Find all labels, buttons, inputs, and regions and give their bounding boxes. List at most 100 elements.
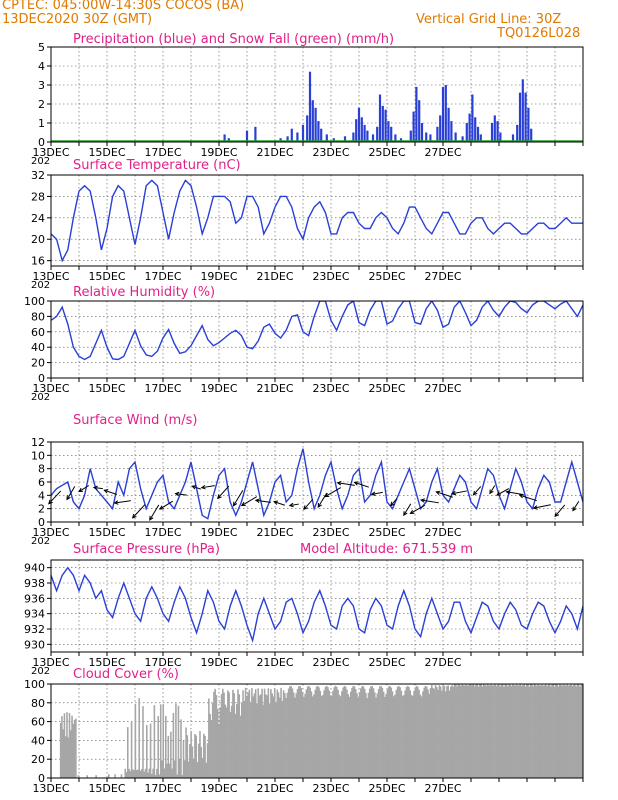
cloud-bar xyxy=(384,696,386,778)
y-tick-label: 40 xyxy=(31,734,45,747)
wind-arrow xyxy=(436,491,453,498)
precip-bar xyxy=(527,107,530,142)
x-tick-label: 25DEC xyxy=(368,382,405,395)
x-tick-label: 17DEC xyxy=(144,782,181,795)
cloud-bar xyxy=(360,688,362,778)
y-tick-label: 2 xyxy=(38,98,45,111)
y-tick-label: 940 xyxy=(24,562,45,575)
precip-bar xyxy=(511,134,515,142)
x-cut-label: 202 xyxy=(31,666,50,677)
cloud-bar xyxy=(517,685,519,778)
x-tick-label: 19DEC xyxy=(200,382,237,395)
cloud-bar xyxy=(527,684,529,778)
cloud-bar xyxy=(437,689,439,778)
cloud-bar xyxy=(513,685,515,778)
cloud-bar xyxy=(405,687,408,778)
cloud-bar xyxy=(223,692,225,778)
x-tick-label: 27DEC xyxy=(424,146,461,159)
cloud-bar xyxy=(68,712,71,778)
precip-bar xyxy=(476,126,480,142)
cloud-bar xyxy=(567,685,570,778)
cloud-bar xyxy=(390,687,393,778)
cloud-bar xyxy=(166,763,168,778)
cloud-bar xyxy=(534,684,537,778)
cloud-bar xyxy=(143,771,146,778)
cloud-bar xyxy=(467,685,470,778)
cloud-bar xyxy=(337,689,339,778)
cloud-bar xyxy=(406,685,409,778)
cloud-bar xyxy=(553,686,556,778)
cloud-bar xyxy=(133,770,135,778)
cloud-bar xyxy=(447,685,450,778)
x-tick-label: 27DEC xyxy=(424,382,461,395)
cloud-bar xyxy=(441,690,443,778)
cloud-bar xyxy=(219,707,222,778)
cloud-bar xyxy=(382,691,385,778)
cloud-bar xyxy=(253,693,256,778)
cloud-bar xyxy=(176,774,178,778)
x-tick-label: 21DEC xyxy=(256,782,293,795)
cloud-bar xyxy=(461,684,463,778)
cloud-bar xyxy=(311,696,314,778)
cloud-bar xyxy=(242,690,244,778)
cloud-bar xyxy=(351,687,353,778)
precip-bar xyxy=(371,134,375,142)
cloud-bar xyxy=(439,686,442,778)
cloud-bar xyxy=(151,773,153,778)
cloud-bar xyxy=(153,705,156,778)
cloud-bar xyxy=(519,684,522,778)
precip-bar xyxy=(286,136,289,142)
x-tick-label: 13DEC xyxy=(32,782,69,795)
panel-title: Surface Wind (m/s) xyxy=(73,413,197,428)
cloud-bar xyxy=(222,688,224,778)
cloud-bar xyxy=(186,735,189,778)
x-tick-label: 25DEC xyxy=(368,656,405,669)
cloud-bar xyxy=(334,685,337,778)
wind-arrow xyxy=(201,485,215,489)
cloud-bar xyxy=(566,684,569,778)
cloud-bar xyxy=(303,697,305,778)
precip-bar xyxy=(496,121,499,142)
cloud-bar xyxy=(276,689,279,778)
wind-arrow-head xyxy=(113,500,119,505)
wind-arrow-head xyxy=(390,501,395,507)
cloud-bar xyxy=(453,684,456,778)
y-tick-label: 60 xyxy=(31,716,45,729)
wind-arrow xyxy=(451,490,467,495)
cloud-bar xyxy=(241,702,243,778)
panel-frame xyxy=(50,300,584,379)
y-tick-label: 5 xyxy=(38,41,45,54)
cloud-bar xyxy=(180,719,182,778)
wind-arrow-head xyxy=(158,505,164,510)
precip-bar xyxy=(317,121,320,142)
x-tick-label: 19DEC xyxy=(200,270,237,283)
cloud-bar xyxy=(414,687,417,778)
cloud-bar xyxy=(138,698,140,778)
cloud-bar xyxy=(580,684,583,778)
precip-bar xyxy=(357,107,361,142)
cloud-bar xyxy=(363,688,366,778)
precip-bar xyxy=(454,132,457,142)
panel-frame xyxy=(50,441,584,523)
cloud-bar xyxy=(457,684,460,778)
cloud-bar xyxy=(125,772,128,778)
precip-bar xyxy=(376,126,379,142)
cloud-bar xyxy=(254,689,257,778)
cloud-bar xyxy=(569,685,571,778)
precip-bar xyxy=(436,126,439,142)
cloud-bar xyxy=(428,693,431,778)
x-tick-label: 15DEC xyxy=(88,656,125,669)
precip-bar xyxy=(465,123,468,142)
wind-arrow-head xyxy=(370,491,376,496)
cloud-bar xyxy=(507,686,509,778)
precip-bar xyxy=(399,138,403,142)
cloud-bar xyxy=(218,725,220,778)
cloud-bar xyxy=(199,731,201,778)
cloud-bar xyxy=(114,774,116,778)
x-tick-label: 13DEC xyxy=(32,526,69,539)
cloud-bar xyxy=(304,693,306,778)
cloud-bar xyxy=(531,684,533,778)
y-tick-label: 4 xyxy=(38,60,45,73)
cloud-bar xyxy=(374,692,376,778)
cloud-bar xyxy=(545,684,547,778)
